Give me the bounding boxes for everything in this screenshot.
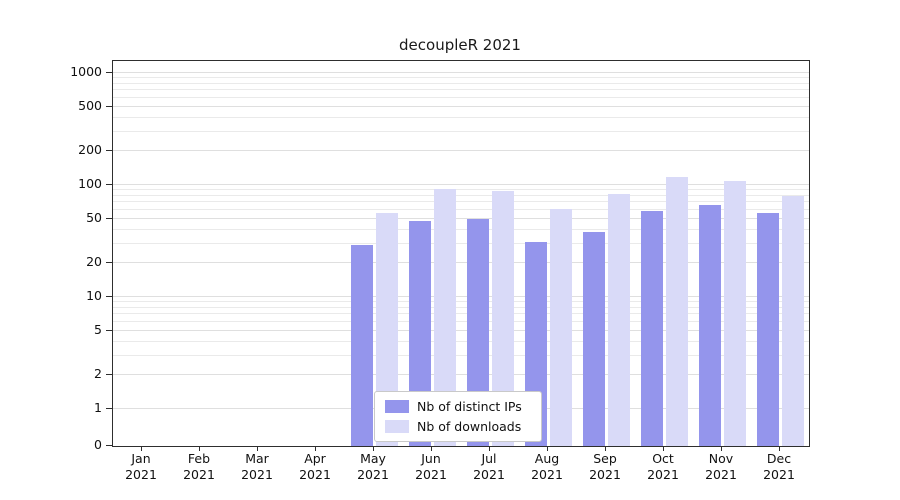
gridline <box>113 374 809 376</box>
y-tick-mark <box>106 150 112 152</box>
y-tick-label: 1000 <box>70 64 102 79</box>
x-tick-mark <box>431 446 432 451</box>
plot-area <box>112 60 810 447</box>
bar <box>408 220 431 446</box>
y-tick-mark <box>106 374 112 376</box>
y-tick-mark <box>106 408 112 409</box>
x-tick-label: Oct 2021 <box>647 451 679 483</box>
gridline <box>113 201 809 203</box>
y-tick-mark <box>106 296 112 297</box>
gridline <box>113 228 809 230</box>
gridline <box>113 262 809 264</box>
gridline <box>113 296 809 297</box>
x-tick-mark <box>315 446 316 451</box>
gridline <box>113 306 809 308</box>
legend-swatch-distinct-ips <box>385 400 409 413</box>
gridline <box>113 313 809 315</box>
gridline <box>113 82 809 84</box>
y-tick-mark <box>106 329 112 331</box>
gridline <box>113 320 809 322</box>
x-tick-label: Jun 2021 <box>415 451 447 483</box>
y-tick-label: 200 <box>78 142 102 158</box>
y-tick-mark <box>106 184 112 185</box>
bar <box>607 194 630 446</box>
legend: Nb of distinct IPs Nb of downloads <box>374 391 542 442</box>
y-tick-mark <box>106 445 112 446</box>
bar <box>582 232 605 446</box>
x-tick-mark <box>373 446 374 451</box>
x-tick-mark <box>257 446 258 451</box>
legend-label-downloads: Nb of downloads <box>417 419 522 434</box>
bar <box>665 176 688 446</box>
x-tick-mark <box>663 446 664 451</box>
y-tick-mark <box>106 105 112 107</box>
y-tick-label: 10 <box>86 288 102 303</box>
gridline <box>113 194 809 196</box>
y-tick-label: 20 <box>86 254 102 270</box>
gridline <box>113 242 809 244</box>
legend-label-distinct-ips: Nb of distinct IPs <box>417 399 522 414</box>
bar <box>549 209 572 446</box>
x-tick-mark <box>547 446 548 451</box>
gridline <box>113 208 809 210</box>
bar <box>350 245 373 446</box>
x-tick-mark <box>605 446 606 451</box>
y-tick-label: 5 <box>94 321 102 337</box>
gridline <box>113 189 809 191</box>
bar <box>756 213 779 446</box>
x-tick-mark <box>141 446 142 451</box>
bar <box>433 188 456 446</box>
bar <box>781 196 804 446</box>
y-tick-label: 1 <box>94 400 102 415</box>
y-tick-label: 0 <box>94 437 102 452</box>
bar <box>466 218 489 446</box>
x-tick-label: Jan 2021 <box>125 451 157 483</box>
x-tick-label: Mar 2021 <box>241 451 273 483</box>
gridline <box>113 217 809 219</box>
y-tick-mark <box>106 217 112 219</box>
gridline <box>113 301 809 303</box>
x-tick-label: Aug 2021 <box>531 451 563 483</box>
x-tick-label: Nov 2021 <box>705 451 737 483</box>
bar <box>375 213 398 446</box>
y-tick-label: 2 <box>94 366 102 382</box>
gridline <box>113 116 809 118</box>
gridline <box>113 329 809 331</box>
x-tick-mark <box>779 446 780 451</box>
gridline <box>113 89 809 91</box>
gridline <box>113 96 809 98</box>
y-tick-label: 50 <box>86 209 102 225</box>
bar <box>491 191 514 446</box>
x-tick-label: Apr 2021 <box>299 451 331 483</box>
bar <box>640 210 663 446</box>
gridline <box>113 72 809 73</box>
legend-item-distinct-ips: Nb of distinct IPs <box>385 399 531 414</box>
gridline <box>113 354 809 356</box>
y-tick-mark <box>106 72 112 73</box>
x-tick-mark <box>721 446 722 451</box>
x-tick-label: May 2021 <box>357 451 389 483</box>
y-tick-label: 500 <box>78 97 102 113</box>
gridline <box>113 77 809 79</box>
x-tick-mark <box>199 446 200 451</box>
bar <box>723 181 746 446</box>
legend-swatch-downloads <box>385 420 409 433</box>
x-tick-label: Sep 2021 <box>589 451 621 483</box>
gridline <box>113 150 809 152</box>
x-tick-label: Jul 2021 <box>473 451 505 483</box>
gridline <box>113 340 809 342</box>
y-tick-mark <box>106 262 112 264</box>
x-tick-label: Dec 2021 <box>763 451 795 483</box>
y-tick-label: 100 <box>78 176 102 191</box>
x-tick-mark <box>489 446 490 451</box>
gridline <box>113 105 809 107</box>
gridline <box>113 130 809 132</box>
gridline <box>113 184 809 185</box>
legend-item-downloads: Nb of downloads <box>385 419 531 434</box>
x-tick-label: Feb 2021 <box>183 451 215 483</box>
chart-title: decoupleR 2021 <box>399 36 521 54</box>
bar <box>698 205 721 446</box>
